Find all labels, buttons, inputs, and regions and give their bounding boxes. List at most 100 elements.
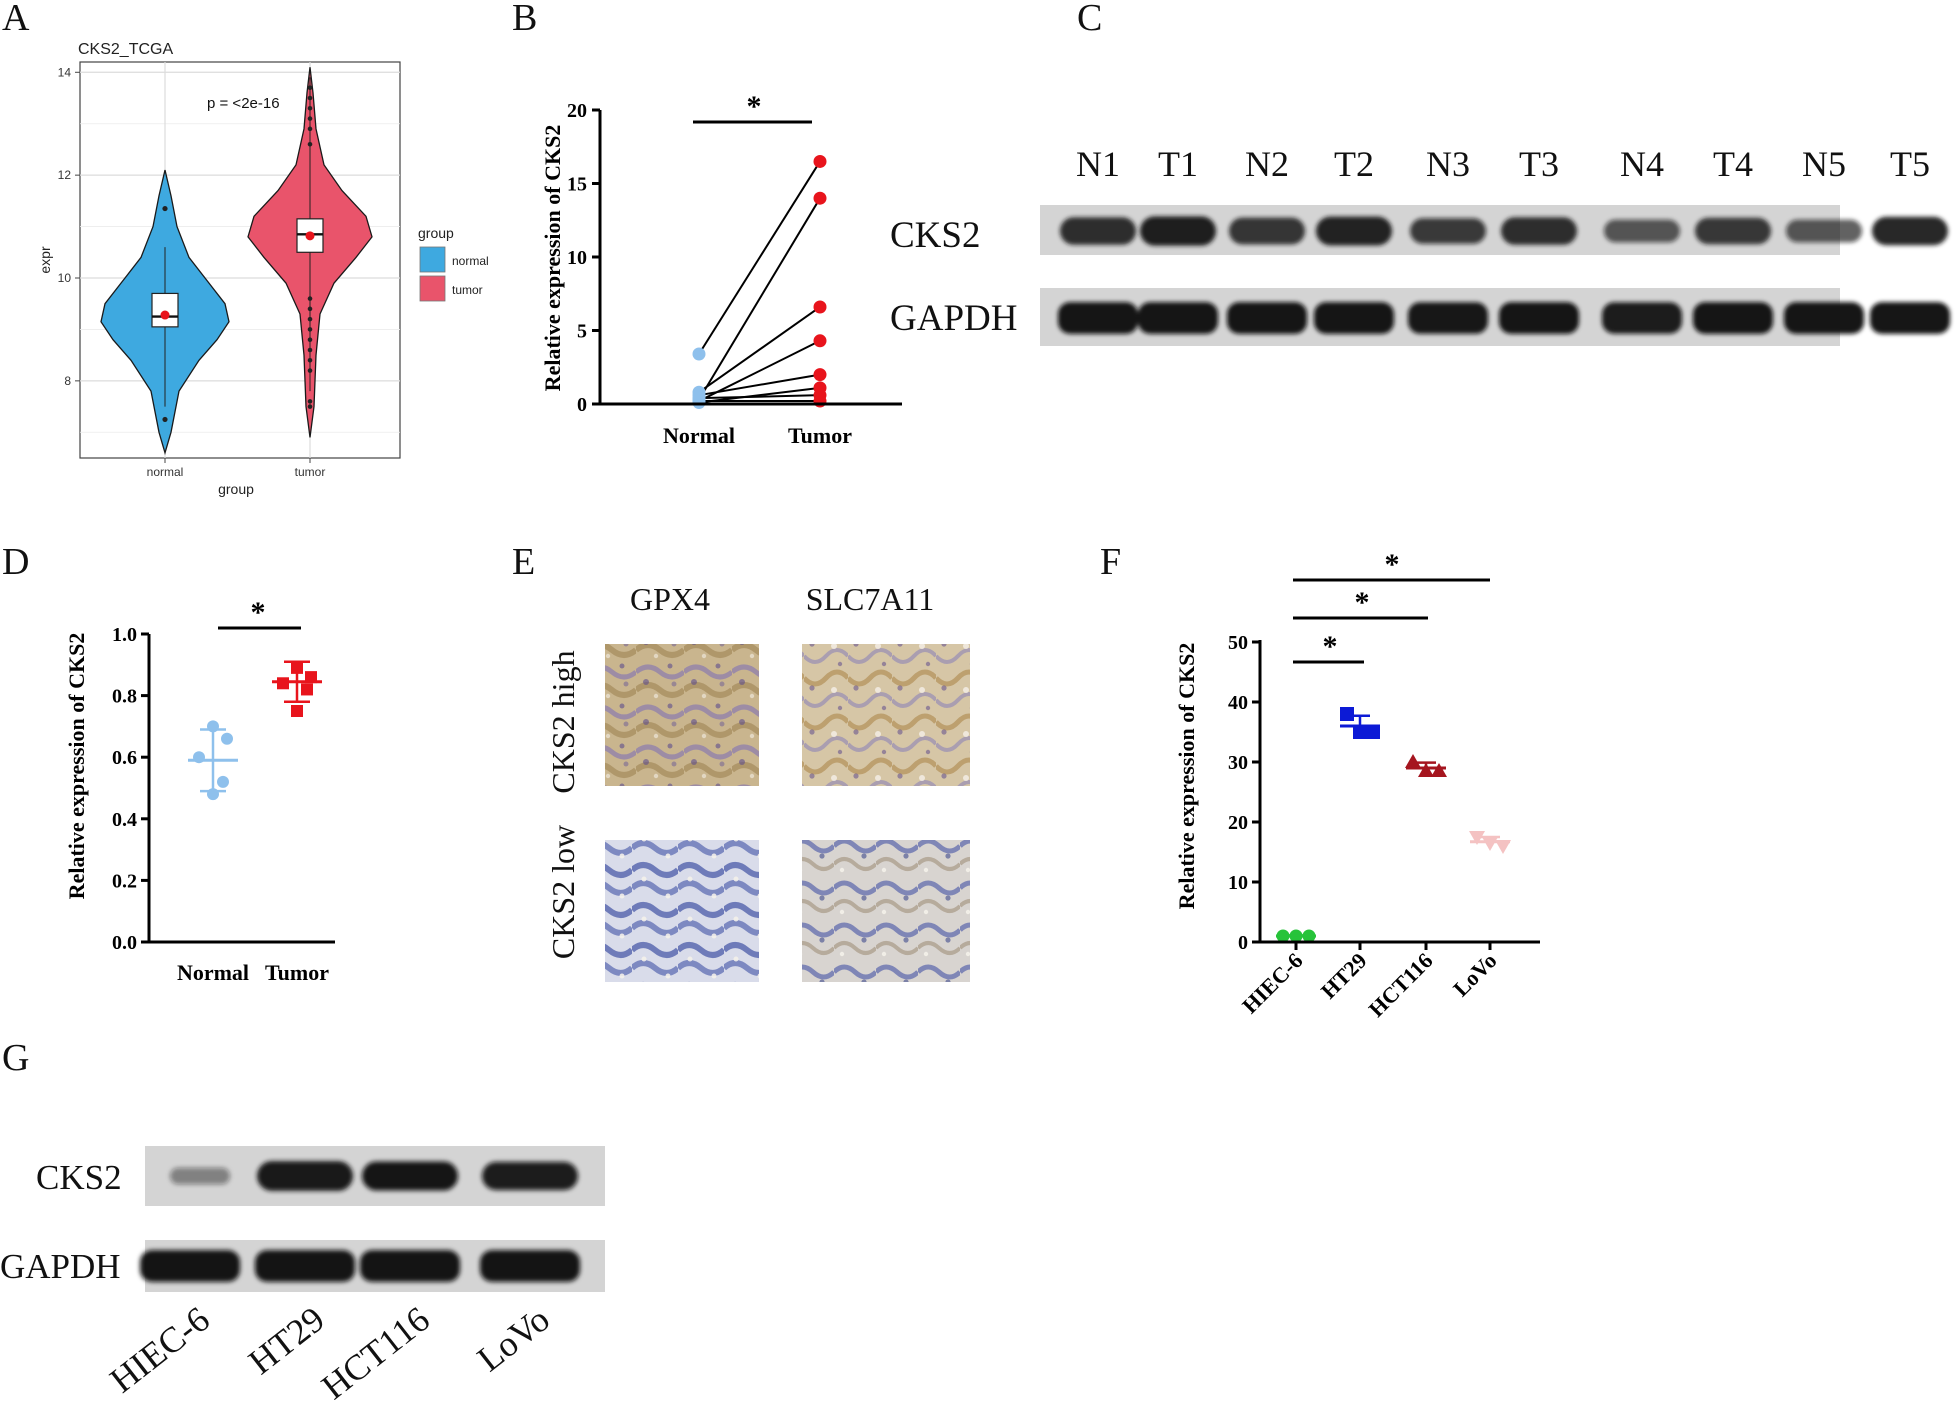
panel-g-lane-label: LoVo [470, 1299, 557, 1379]
panel-g-band-cks2 [170, 1167, 230, 1185]
panel-d-y-tick-label: 0.2 [112, 870, 137, 892]
panel-f-y-tick-label: 40 [1228, 692, 1248, 714]
panel-a-tumor-point [307, 316, 313, 322]
panel-c-lane-label: T3 [1519, 144, 1559, 184]
panel-d-y-tick-label: 0.6 [112, 747, 137, 769]
panel-g-lane-label: HCT116 [314, 1299, 437, 1400]
panel-d-point-normal [207, 788, 219, 801]
panel-a-tumor-point [307, 357, 313, 363]
panel-f-y-tick-label: 30 [1228, 752, 1248, 774]
panel-c-band-cks2 [1501, 217, 1577, 245]
panel-f-sig-star-1: * [1323, 630, 1338, 663]
panel-f-point [1340, 707, 1354, 721]
panel-b-pair-line [698, 160, 821, 355]
panel-a-tumor-point [307, 141, 313, 147]
panel-c-band-cks2 [1695, 217, 1771, 245]
panel-a-tumor-point [307, 327, 313, 332]
panel-d-point-normal [193, 751, 205, 764]
panel-d-point-normal [207, 720, 219, 733]
panel-a-title: CKS2_TCGA [78, 41, 173, 58]
panel-c-lane-label: N1 [1076, 144, 1120, 184]
panel-e-image-gpx4-low [605, 840, 759, 982]
panel-a-x-axis-label: group [218, 481, 254, 497]
panel-c-lane-label: T4 [1713, 144, 1753, 184]
panel-c-lane-label: T2 [1334, 144, 1374, 184]
panel-a-box-normal [151, 292, 179, 328]
panel-a-tumor-point [307, 296, 313, 301]
panel-f-y-tick-label: 50 [1228, 632, 1248, 654]
panel-d-point-tumor [277, 677, 289, 690]
panel-g-lane-label: HT29 [241, 1299, 332, 1382]
panel-label-f: F [1100, 541, 1122, 583]
panel-c-band-gapdh [1314, 302, 1394, 334]
panel-f-y-tick-label: 0 [1238, 932, 1248, 954]
panel-d-x-label-tumor: Tumor [265, 960, 329, 985]
panel-d-y-tick-label: 0.4 [112, 809, 137, 831]
panel-a-y-tick-label: 8 [64, 374, 71, 388]
panel-a-legend-title: group [418, 225, 454, 241]
panel-d-point-tumor [301, 683, 313, 696]
panel-c-band-cks2 [1060, 217, 1136, 245]
panel-f-x-tick-label: HIEC-6 [1237, 948, 1307, 1018]
panel-b-y-tick-label: 0 [577, 394, 587, 416]
panel-c-lane-label: N2 [1245, 144, 1289, 184]
panel-c-lane-label: N4 [1620, 144, 1664, 184]
panel-d-x-label-normal: Normal [177, 960, 249, 985]
panel-c-band-gapdh [1227, 302, 1307, 334]
panel-f-x-tick-label: HCT116 [1364, 948, 1438, 1022]
panel-c-band-gapdh [1693, 302, 1773, 334]
panel-c-band-gapdh [1058, 302, 1138, 334]
panel-c-row-label-cks2: CKS2 [890, 215, 980, 256]
panel-a-tumor-point [307, 399, 313, 404]
panel-b-paired-chart: Relative expression of CKS2 0 5 10 15 20 * N… [540, 90, 902, 448]
panel-c-band-cks2 [1604, 219, 1680, 243]
panel-e-row-label-low: CKS2 low [545, 825, 581, 959]
panel-d-point-tumor [291, 705, 303, 717]
panel-f-point [1366, 725, 1380, 739]
panel-b-y-tick-label: 20 [567, 100, 587, 122]
panel-f-x-tick-label: HT29 [1316, 948, 1372, 1004]
panel-c-lane-label: T1 [1158, 144, 1198, 184]
panel-a-violin-chart: CKS2_TCGA p = <2e-16 8 10 12 14 normal tumor… [37, 41, 489, 497]
panel-a-x-tick-label: normal [147, 465, 184, 479]
panel-b-y-tick-label: 10 [567, 247, 587, 269]
panel-b-y-tick-label: 15 [567, 174, 587, 196]
panel-d-y-tick-label: 0.0 [112, 932, 137, 954]
panel-a-y-axis-label: expr [37, 246, 53, 274]
panel-g-row-label-gapdh: GAPDH [0, 1247, 121, 1286]
panel-a-outlier [162, 205, 168, 212]
panel-f-point [1405, 754, 1421, 768]
panel-d-y-tick-label: 1.0 [112, 624, 137, 646]
panel-a-tumor-point [307, 95, 313, 101]
panel-a-y-tick-label: 10 [58, 271, 72, 285]
panel-d-sig-star: * [251, 596, 266, 629]
panel-label-a: A [2, 0, 30, 39]
panel-c-band-gapdh [1602, 302, 1682, 334]
panel-label-c: C [1077, 0, 1103, 39]
panel-a-tumor-point [307, 404, 313, 409]
panel-f-y-axis-label: Relative expression of CKS2 [1174, 643, 1199, 910]
panel-g-band-gapdh [255, 1250, 355, 1282]
panel-e-image-slc7a11-low [802, 840, 970, 982]
panel-c-band-cks2 [1872, 216, 1948, 246]
panel-f-x-tick-label: LoVo [1448, 948, 1501, 1001]
panel-b-x-label-normal: Normal [663, 423, 735, 448]
panel-a-legend-normal: normal [452, 254, 489, 268]
panel-d-point-normal [221, 732, 233, 745]
panel-f-scatter-chart: Relative expression of CKS2 01020304050 … [1174, 548, 1540, 1022]
panel-f-point [1431, 763, 1447, 777]
panel-e-image-gpx4-high [605, 644, 759, 786]
panel-a-y-tick-label: 12 [58, 168, 72, 182]
panel-a-tumor-point [307, 105, 313, 111]
panel-f-y-tick-label: 10 [1228, 872, 1248, 894]
panel-a-tumor-point [307, 85, 313, 91]
panel-a-tumor-point [307, 126, 313, 132]
panel-b-point-tumor [813, 394, 827, 408]
panel-label-g: G [2, 1037, 30, 1079]
panel-f-y-tick-label: 20 [1228, 812, 1248, 834]
panel-c-lane-label: T5 [1890, 144, 1930, 184]
panel-label-d: D [2, 541, 30, 583]
panel-a-tumor-point [307, 116, 313, 121]
